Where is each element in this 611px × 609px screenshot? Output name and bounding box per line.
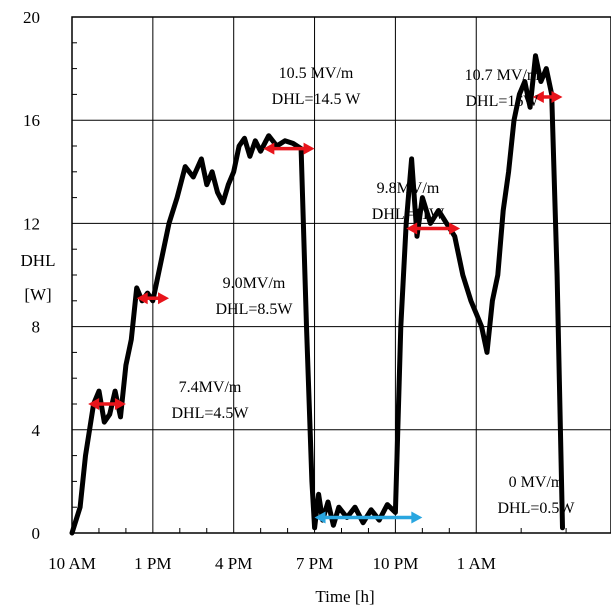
annotation-label-line2: DHL=0.5W	[497, 500, 575, 517]
annotation-arrow	[532, 90, 563, 103]
annotation-arrow	[406, 222, 461, 235]
annotation-label-line1: 9.8MV/m	[377, 180, 440, 197]
x-tick-labels: 10 AM 1 PM 4 PM 7 PM 10 PM 1 AM	[48, 554, 496, 573]
annotation-arrow	[263, 142, 315, 155]
annotation-label-line2: DHL=4.5W	[171, 405, 249, 422]
y-tick-label: 8	[32, 318, 41, 337]
annotation-label-line2: DHL=8.5W	[215, 301, 293, 318]
x-tick-label: 1 AM	[457, 554, 496, 573]
y-tick-label: 16	[23, 111, 40, 130]
annotation-label-line2: DHL=11W	[372, 206, 445, 223]
annotation-arrow	[136, 292, 170, 305]
x-axis-title: Time [h]	[315, 587, 374, 606]
annotation-label-line1: 9.0MV/m	[223, 275, 286, 292]
annotation-arrow	[314, 511, 423, 524]
annotations-layer: 7.4MV/m DHL=4.5W 9.0MV/m DHL=8.5W 10.5 MV/m D…	[88, 65, 575, 524]
x-tick-label: 7 PM	[296, 554, 333, 573]
x-tick-label: 10 AM	[48, 554, 96, 573]
y-axis-title-line1: DHL	[21, 251, 56, 270]
plot-frame	[71, 16, 611, 534]
y-tick-labels: 0 4 8 12 16 20	[23, 8, 41, 543]
annotation-label-line1: 10.7 MV/m	[465, 67, 540, 84]
x-tick-label: 1 PM	[134, 554, 171, 573]
y-tick-label: 0	[32, 524, 41, 543]
y-tick-label: 12	[23, 214, 40, 233]
y-tick-label: 4	[32, 421, 41, 440]
x-tick-label: 10 PM	[372, 554, 418, 573]
dhl-series-line	[69, 53, 565, 536]
y-tick-label: 20	[23, 8, 40, 27]
annotation-label-line2: DHL=14.5 W	[272, 91, 362, 108]
annotation-label-line1: 10.5 MV/m	[279, 65, 354, 82]
annotation-label-line1: 0 MV/m	[509, 474, 564, 491]
annotation-label-line2: DHL=16W	[465, 93, 539, 110]
series-layer	[69, 53, 565, 536]
minor-ticks	[72, 42, 567, 533]
annotation-label-line1: 7.4MV/m	[179, 379, 242, 396]
annotation-arrow	[88, 398, 126, 410]
x-tick-label: 4 PM	[215, 554, 252, 573]
y-axis-title-line2: [W]	[24, 285, 51, 304]
